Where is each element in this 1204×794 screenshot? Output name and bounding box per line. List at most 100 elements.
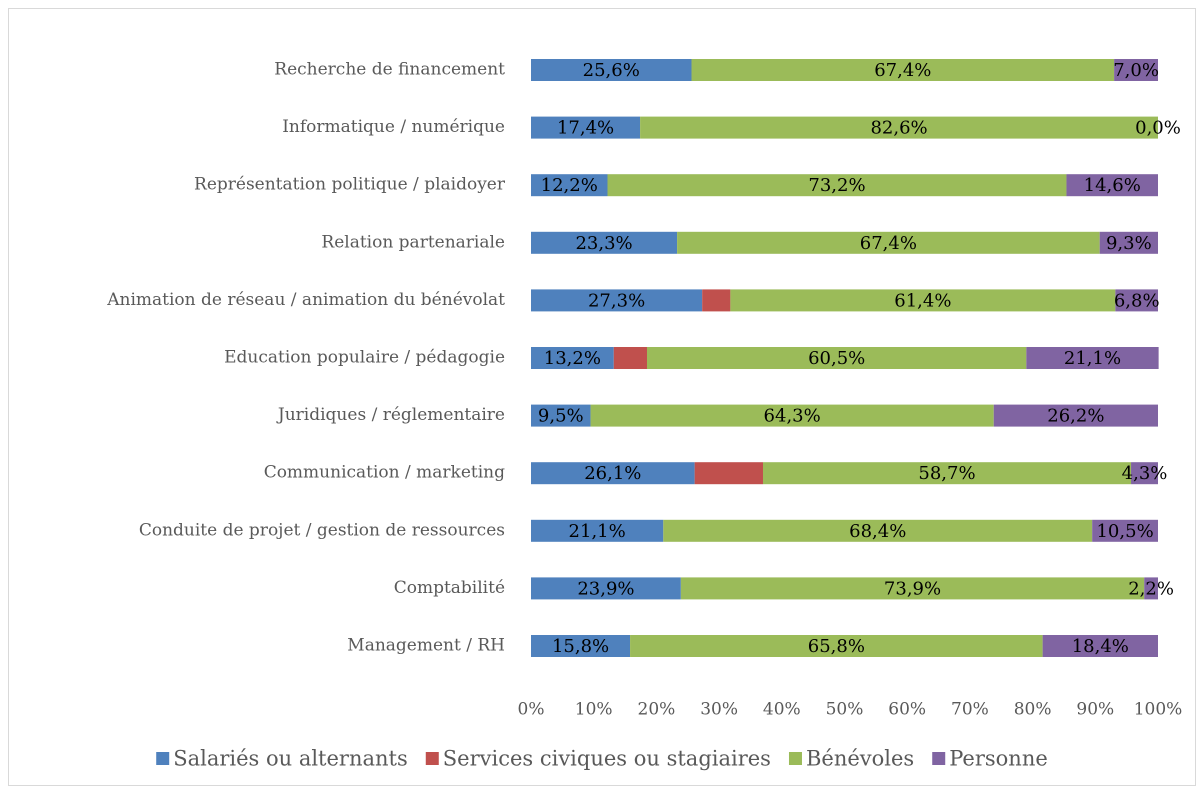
data-label: 10,5% (1096, 521, 1153, 542)
data-label: 61,4% (894, 290, 951, 311)
bar-segment (646, 347, 1027, 369)
x-tick-label: 20% (638, 700, 676, 720)
x-tick-label: 60% (888, 700, 926, 720)
data-label: 7,0% (1113, 60, 1159, 81)
bar-segment (531, 462, 695, 485)
bar-segment (694, 462, 763, 485)
bar-segment (730, 289, 1116, 312)
data-label: 68,4% (849, 521, 906, 542)
x-tick-label: 50% (826, 700, 864, 720)
bar-segment (531, 231, 678, 254)
legend-label: Salariés ou alternants (173, 747, 408, 771)
bar-segment (1099, 231, 1158, 254)
data-label: 82,6% (870, 118, 927, 139)
category-label: Animation de réseau / animation du bénév… (106, 290, 505, 310)
x-tick-label: 70% (951, 700, 989, 720)
bar-segment (1131, 462, 1158, 485)
data-label: 21,1% (569, 521, 626, 542)
data-label: 18,4% (1072, 636, 1129, 657)
bar-segment (1144, 577, 1158, 600)
category-label: Conduite de projet / gestion de ressourc… (139, 520, 505, 540)
legend-label: Bénévoles (806, 747, 914, 771)
data-label: 73,2% (808, 175, 865, 196)
bar-segment (531, 347, 614, 369)
bar-segment (677, 231, 1100, 254)
bar-segment (630, 635, 1043, 657)
category-label: Recherche de financement (274, 60, 505, 80)
bar-segment (531, 59, 692, 81)
data-label: 21,1% (1064, 348, 1121, 369)
bar-segment (993, 404, 1158, 427)
category-label: Relation partenariale (321, 232, 505, 252)
bar-segment (531, 519, 664, 542)
bar-segment (680, 577, 1145, 600)
data-label: 73,9% (884, 578, 941, 599)
bar-segment (607, 174, 1067, 197)
data-label: 9,5% (538, 406, 584, 427)
bar-segment (590, 404, 994, 427)
data-label: 14,6% (1084, 175, 1141, 196)
x-tick-label: 30% (700, 700, 738, 720)
bar-segment (1042, 635, 1158, 657)
bar-segment (531, 577, 681, 600)
bar-segment (640, 116, 1158, 139)
data-label: 15,8% (552, 636, 609, 657)
x-tick-label: 40% (763, 700, 801, 720)
data-label: 58,7% (918, 463, 975, 484)
x-tick-label: 100% (1134, 700, 1183, 720)
data-label: 9,3% (1106, 233, 1152, 254)
bar-segment (1066, 174, 1158, 197)
data-label: 25,6% (583, 60, 640, 81)
data-label: 23,9% (577, 578, 634, 599)
category-label: Juridiques / réglementaire (276, 405, 505, 425)
data-label: 4,3% (1122, 463, 1168, 484)
x-tick-label: 0% (518, 700, 545, 720)
category-label: Comptabilité (394, 578, 505, 598)
bar-segment (1092, 519, 1158, 542)
data-label: 17,4% (557, 118, 614, 139)
data-label: 64,3% (764, 406, 821, 427)
bar-segment (663, 519, 1093, 542)
bar-segment (531, 635, 631, 657)
data-label: 13,2% (544, 348, 601, 369)
bar-segment (1114, 59, 1158, 81)
data-label: 65,8% (808, 636, 865, 657)
data-label: 27,3% (588, 290, 645, 311)
category-label: Management / RH (347, 636, 505, 656)
category-label: Communication / marketing (264, 463, 505, 483)
data-label: 26,2% (1047, 406, 1104, 427)
data-label: 26,1% (584, 463, 641, 484)
data-label: 67,4% (874, 60, 931, 81)
x-tick-label: 10% (575, 700, 613, 720)
bar-segment (762, 462, 1132, 485)
legend-swatch (788, 752, 802, 765)
bar-segment (702, 289, 731, 312)
bar-segment (531, 116, 641, 139)
bar-segment (1026, 347, 1159, 369)
bar-segment (531, 289, 703, 312)
legend-swatch (932, 752, 946, 765)
category-label: Représentation politique / plaidoyer (194, 175, 506, 195)
bar-segment (531, 174, 608, 197)
x-tick-label: 90% (1076, 700, 1114, 720)
bar-segment (531, 404, 591, 427)
x-tick-label: 80% (1014, 700, 1052, 720)
data-label: 23,3% (575, 233, 632, 254)
bar-segment (613, 347, 647, 369)
bar-segment (691, 59, 1115, 81)
data-label: 6,8% (1114, 290, 1160, 311)
data-label: 60,5% (808, 348, 865, 369)
data-label: 67,4% (860, 233, 917, 254)
legend-swatch (425, 752, 439, 765)
legend-swatch (156, 752, 170, 765)
category-label: Education populaire / pédagogie (224, 348, 505, 368)
bar-segment (1115, 289, 1158, 312)
data-label: 0,0% (1135, 118, 1181, 139)
category-label: Informatique / numérique (282, 117, 505, 137)
data-label: 12,2% (541, 175, 598, 196)
legend-label: Personne (949, 747, 1048, 771)
legend-label: Services civiques ou stagiaires (443, 747, 771, 771)
data-label: 2,2% (1128, 578, 1174, 599)
